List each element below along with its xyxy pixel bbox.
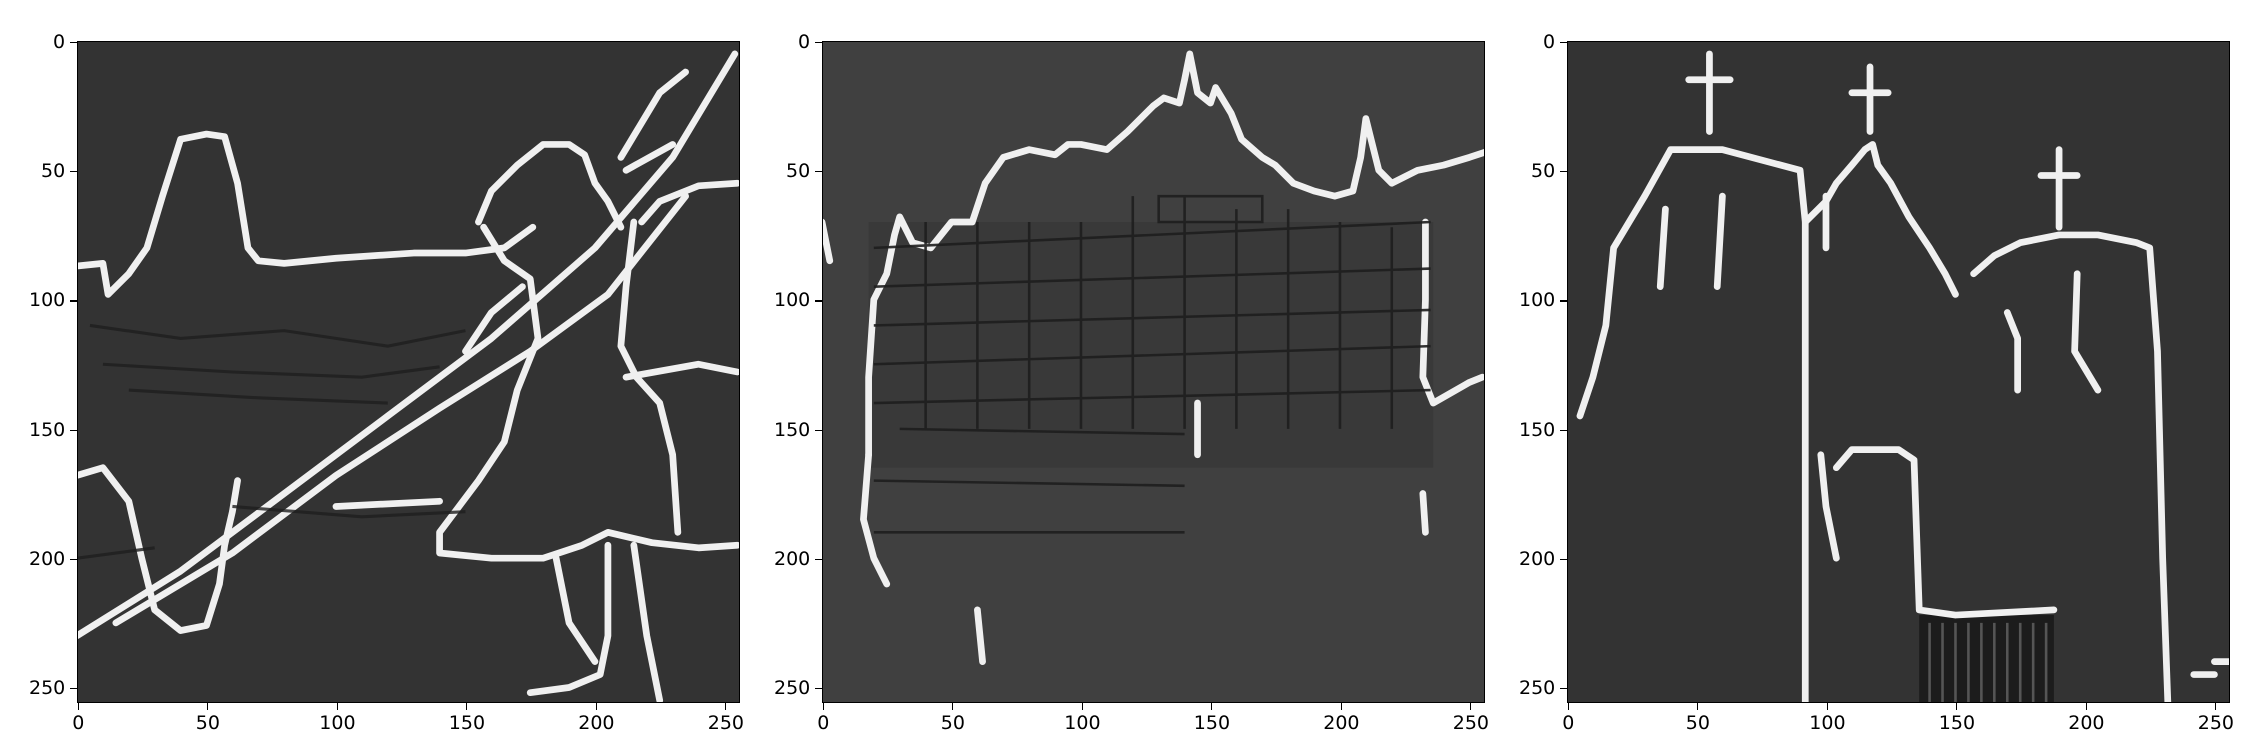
edge-map-image-3 bbox=[1567, 41, 2230, 703]
y-tick bbox=[1560, 41, 1567, 43]
y-tick bbox=[1560, 170, 1567, 173]
x-tick-label: 250 bbox=[2197, 712, 2235, 734]
y-tick-label: 250 bbox=[1519, 677, 1556, 700]
x-tick bbox=[1211, 703, 1213, 710]
x-tick-label: 250 bbox=[707, 712, 745, 734]
y-tick bbox=[1560, 558, 1567, 561]
x-tick bbox=[336, 703, 338, 710]
x-tick-label: 150 bbox=[448, 712, 486, 734]
x-tick bbox=[1081, 703, 1083, 710]
x-tick-label: 250 bbox=[1452, 712, 1490, 734]
y-tick-label: 50 bbox=[1531, 160, 1556, 183]
x-tick bbox=[1340, 703, 1342, 710]
x-tick-label: 0 bbox=[817, 712, 830, 734]
x-tick-label: 100 bbox=[319, 712, 356, 734]
y-tick bbox=[70, 558, 77, 561]
y-tick bbox=[815, 558, 822, 561]
image-panel-1 bbox=[77, 41, 740, 703]
y-tick bbox=[70, 429, 77, 431]
y-tick bbox=[815, 429, 822, 431]
image-panel-3 bbox=[1567, 41, 2230, 703]
y-tick-label: 100 bbox=[1519, 289, 1556, 312]
y-tick-label: 200 bbox=[29, 547, 66, 570]
x-tick bbox=[466, 703, 468, 710]
x-tick-label: 200 bbox=[2068, 712, 2105, 734]
y-tick bbox=[70, 170, 77, 173]
x-tick-label: 100 bbox=[1809, 712, 1846, 734]
y-tick bbox=[1560, 688, 1567, 690]
y-tick-label: 150 bbox=[774, 418, 811, 441]
edge-map-image-2 bbox=[822, 41, 1485, 703]
y-tick-label: 100 bbox=[774, 289, 811, 312]
y-tick bbox=[1560, 300, 1567, 302]
y-tick-label: 100 bbox=[29, 289, 66, 312]
y-tick-label: 200 bbox=[1519, 547, 1556, 570]
x-tick bbox=[822, 703, 824, 710]
x-tick bbox=[2215, 703, 2217, 710]
x-tick bbox=[595, 703, 597, 710]
x-tick-label: 50 bbox=[1685, 712, 1710, 734]
y-tick bbox=[815, 300, 822, 302]
x-tick-label: 200 bbox=[578, 712, 615, 734]
x-tick-label: 150 bbox=[1938, 712, 1976, 734]
x-tick bbox=[1567, 703, 1569, 710]
y-tick bbox=[815, 170, 822, 173]
x-tick bbox=[2085, 703, 2087, 710]
y-tick-label: 0 bbox=[53, 30, 66, 53]
y-tick bbox=[1560, 429, 1567, 431]
y-tick-label: 0 bbox=[1543, 30, 1556, 53]
x-tick-label: 50 bbox=[195, 712, 220, 734]
y-tick-label: 200 bbox=[774, 547, 811, 570]
y-tick bbox=[815, 688, 822, 690]
x-tick bbox=[725, 703, 727, 710]
x-tick bbox=[1956, 703, 1958, 710]
y-tick bbox=[70, 41, 77, 43]
x-tick bbox=[1826, 703, 1828, 710]
y-tick-label: 250 bbox=[774, 677, 811, 700]
y-tick-label: 0 bbox=[798, 30, 811, 53]
y-tick bbox=[70, 688, 77, 690]
x-tick bbox=[207, 703, 209, 710]
y-tick bbox=[70, 300, 77, 302]
y-tick-label: 50 bbox=[41, 160, 66, 183]
y-tick-label: 150 bbox=[29, 418, 66, 441]
x-tick-label: 50 bbox=[940, 712, 965, 734]
x-tick-label: 100 bbox=[1064, 712, 1101, 734]
x-tick-label: 150 bbox=[1193, 712, 1231, 734]
y-tick-label: 150 bbox=[1519, 418, 1556, 441]
y-tick bbox=[815, 41, 822, 43]
x-tick bbox=[1697, 703, 1699, 710]
x-tick-label: 200 bbox=[1323, 712, 1360, 734]
image-panel-2 bbox=[822, 41, 1485, 703]
x-tick bbox=[1470, 703, 1472, 710]
edge-map-image-1 bbox=[77, 41, 740, 703]
y-tick-label: 250 bbox=[29, 677, 66, 700]
x-tick bbox=[952, 703, 954, 710]
x-tick bbox=[77, 703, 79, 710]
x-tick-label: 0 bbox=[72, 712, 85, 734]
x-tick-label: 0 bbox=[1562, 712, 1575, 734]
y-tick-label: 50 bbox=[786, 160, 811, 183]
